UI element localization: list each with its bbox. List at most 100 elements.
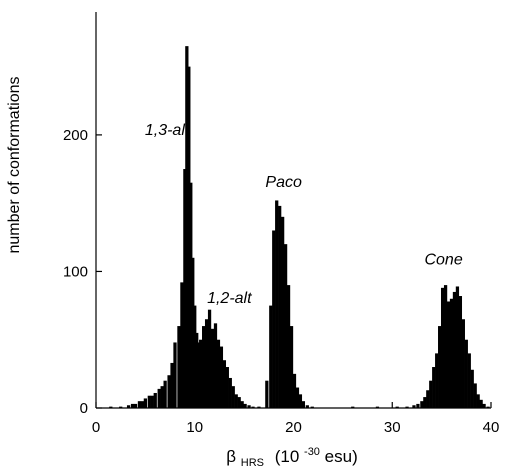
histogram-bar — [412, 405, 416, 408]
histogram-bar — [237, 397, 241, 408]
histogram-bar — [216, 339, 221, 408]
histogram-bar — [269, 305, 273, 408]
histogram-bar — [416, 403, 420, 408]
peak-annotation: Cone — [424, 252, 462, 269]
histogram-bar — [405, 406, 409, 408]
histogram-bar — [180, 282, 184, 408]
histogram-bar — [193, 305, 197, 408]
x-axis-label-prefix: (10 — [275, 447, 300, 466]
x-axis-label-superscript: -30 — [304, 446, 320, 458]
histogram-bar — [281, 216, 285, 408]
x-axis-label-symbol: β — [226, 447, 236, 466]
histogram-bar — [173, 342, 177, 408]
histogram-bar — [109, 406, 113, 408]
histogram-bar — [467, 353, 471, 408]
histogram-bar — [286, 285, 291, 408]
histogram-bar — [438, 326, 442, 408]
histogram-bar — [486, 406, 490, 408]
histogram-bar — [272, 230, 276, 408]
peak-annotation: Paco — [265, 174, 302, 191]
histogram-bar — [470, 369, 474, 408]
histogram-bar — [298, 394, 303, 408]
histogram-bar — [207, 309, 212, 408]
histogram-bar — [435, 353, 439, 408]
histogram-bar — [251, 406, 255, 408]
x-tick-label: 40 — [483, 419, 500, 436]
histogram-bar — [240, 401, 244, 408]
histogram-bar — [443, 285, 448, 408]
x-tick-label: 0 — [92, 419, 100, 436]
histogram-bar — [137, 401, 142, 408]
histogram-bar — [482, 403, 486, 408]
histogram-bar — [191, 257, 195, 408]
histogram-bar — [189, 182, 193, 408]
histogram-bar — [395, 406, 399, 408]
histogram-bar — [305, 405, 309, 408]
histogram-bar — [153, 392, 157, 408]
histogram-bar — [160, 386, 164, 408]
x-tick-label: 20 — [285, 419, 302, 436]
histogram-bar — [204, 319, 209, 408]
histogram-bar — [147, 395, 151, 408]
x-axis-ticks: 0 10 20 30 40 — [92, 402, 500, 436]
y-axis-label: number of conformations — [6, 77, 23, 254]
histogram-bar — [310, 406, 314, 408]
histogram-bar — [452, 291, 457, 408]
x-axis-label: β HRS (10 -30 esu) — [226, 440, 358, 470]
histogram-bar — [187, 66, 191, 409]
histogram-bar — [243, 403, 247, 408]
histogram-bar — [426, 390, 430, 408]
histogram-bar — [163, 380, 167, 408]
histogram-bars — [109, 46, 490, 409]
histogram-bar — [202, 326, 206, 408]
x-axis-label-suffix: esu) — [325, 447, 358, 466]
histogram-bar — [228, 377, 232, 408]
histogram-bar — [423, 397, 427, 408]
histogram-bar — [295, 387, 300, 408]
histogram-bar — [455, 286, 460, 408]
histogram-bar — [278, 205, 282, 408]
histogram-bar — [473, 383, 477, 408]
histogram-bar — [140, 401, 145, 408]
histogram-bar — [432, 367, 436, 408]
histogram-bar — [170, 362, 174, 408]
histogram-bar — [225, 367, 229, 408]
y-tick-label: 100 — [63, 263, 88, 280]
y-axis-ticks: 0 100 200 — [63, 127, 102, 417]
histogram-bar — [150, 395, 154, 408]
histogram-bar — [420, 401, 424, 408]
peak-annotation: 1,3-alt — [145, 122, 190, 139]
histogram-bar — [257, 406, 261, 408]
histogram-bar — [446, 301, 451, 408]
histogram-bar — [275, 200, 279, 408]
histogram-bar — [464, 339, 468, 408]
x-tick-label: 10 — [186, 419, 203, 436]
histogram-bar — [461, 319, 465, 408]
histogram-bar — [429, 380, 433, 408]
x-tick-label: 30 — [384, 419, 401, 436]
histogram-bar — [177, 326, 181, 408]
histogram-bar — [440, 287, 445, 408]
x-axis-label-subscript: HRS — [241, 457, 264, 469]
histogram-bar — [199, 339, 203, 408]
histogram-bar — [130, 403, 135, 408]
histogram-bar — [183, 169, 187, 408]
histogram-bar — [213, 323, 218, 408]
histogram-bar — [283, 244, 288, 408]
histogram-bar — [167, 375, 171, 408]
histogram-bar — [289, 326, 294, 408]
histogram-bar — [197, 342, 201, 408]
histogram-bar — [126, 405, 131, 408]
histogram-bar — [449, 298, 454, 408]
y-tick-label: 0 — [80, 400, 88, 417]
histogram-bar — [301, 401, 306, 408]
histogram-bar — [234, 394, 238, 408]
histogram-bar — [210, 328, 215, 408]
histogram-bar — [375, 406, 380, 408]
histogram-bar — [119, 406, 123, 408]
histogram-bar — [143, 398, 148, 408]
peak-annotation: 1,2-alt — [207, 290, 252, 307]
y-tick-label: 200 — [63, 127, 88, 144]
histogram-bar — [479, 399, 483, 408]
